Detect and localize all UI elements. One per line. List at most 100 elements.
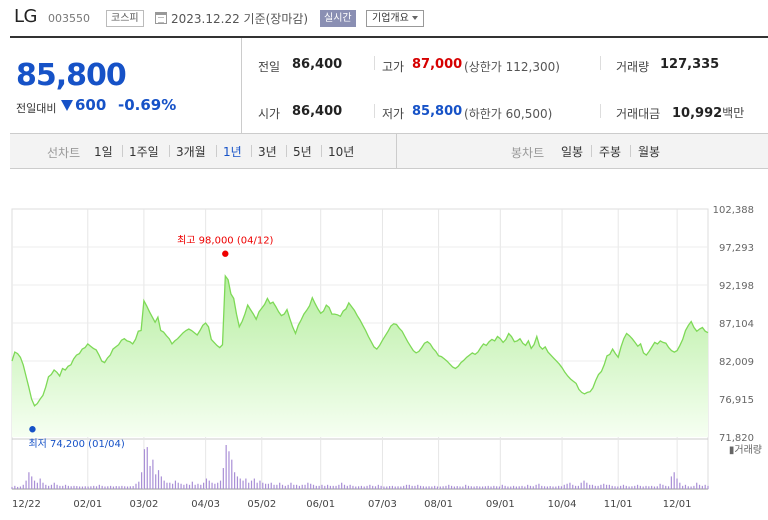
volume-bar <box>265 483 267 489</box>
volume-bar <box>107 486 109 489</box>
tab-5y[interactable]: 5년 <box>293 145 312 159</box>
volume-bar <box>174 480 177 489</box>
volume-bar <box>87 486 89 489</box>
volume-bar <box>541 485 543 489</box>
volume-bar <box>445 485 447 489</box>
volume-bar <box>696 482 698 489</box>
volume-bar <box>521 485 523 489</box>
y-tick-label: 82,009 <box>719 357 754 368</box>
volume-bar <box>248 482 250 489</box>
volume-bar <box>687 486 689 489</box>
volume-bar <box>250 480 253 489</box>
chevron-down-icon <box>411 16 418 20</box>
volume-bar <box>225 445 227 489</box>
volume-bar <box>442 486 444 489</box>
tab-monthly[interactable]: 월봉 <box>638 145 661 159</box>
x-tick-label: 07/03 <box>368 499 397 510</box>
volume-bar <box>667 486 670 489</box>
prev-close-value: 86,400 <box>292 57 343 72</box>
volume-bar <box>50 484 53 489</box>
volume-bar <box>617 486 619 489</box>
open-label: 시가 <box>258 107 281 121</box>
volume-bar <box>653 486 656 489</box>
volume-bar <box>17 486 19 489</box>
volume-bar <box>349 484 351 489</box>
volume-bar <box>673 472 675 489</box>
volume-bar <box>515 486 517 489</box>
volume-bar <box>211 482 213 489</box>
volume-bar <box>380 485 382 489</box>
volume-bar <box>31 476 33 489</box>
tab-3m[interactable]: 3개월 <box>176 145 206 159</box>
volume-bar <box>287 484 289 489</box>
volume-bar <box>639 485 641 489</box>
realtime-badge[interactable]: 실시간 <box>320 10 356 27</box>
volume-bar <box>431 486 433 489</box>
volume-bar <box>290 482 292 489</box>
max-dot <box>222 250 229 257</box>
x-tick-label: 04/03 <box>191 499 220 510</box>
volume-bar <box>76 486 78 489</box>
tab-weekly[interactable]: 주봉 <box>599 145 622 159</box>
volume-bar <box>67 485 69 489</box>
volume-bar <box>532 486 534 489</box>
tab-daily[interactable]: 일봉 <box>561 145 584 159</box>
volume-bar <box>408 484 410 489</box>
volume-bars: ▮거래량 <box>11 444 762 489</box>
volume-bar <box>321 484 323 489</box>
volume-bar <box>645 485 647 489</box>
volume-bar <box>56 484 58 489</box>
volume-bar <box>110 485 112 489</box>
x-tick-label: 09/01 <box>486 499 515 510</box>
volume-bar <box>141 472 143 489</box>
tab-3y[interactable]: 3년 <box>258 145 277 159</box>
volume-bar <box>560 486 563 489</box>
volume-bar <box>155 474 157 489</box>
volume-bar <box>194 484 196 489</box>
volume-bar <box>219 480 222 489</box>
volume-bar <box>200 484 202 489</box>
volume-bar <box>152 459 154 489</box>
x-tick-label: 06/01 <box>306 499 335 510</box>
tab-10y[interactable]: 10년 <box>328 145 355 159</box>
x-tick-label: 08/01 <box>424 499 453 510</box>
volume-bar <box>566 483 568 489</box>
volume-bar <box>19 486 22 489</box>
volume-bar <box>498 486 501 489</box>
tab-1y[interactable]: 1년 <box>223 145 242 159</box>
max-label: 최고 98,000 (04/12) <box>177 235 273 247</box>
volume-bar <box>186 483 188 489</box>
volume-bar <box>242 480 244 489</box>
volume-bar <box>284 485 286 489</box>
volume-bar <box>318 485 320 489</box>
volume-bar <box>335 485 337 489</box>
volume-bar <box>698 484 701 489</box>
volume-bar <box>512 485 515 489</box>
volume-bar <box>93 485 95 489</box>
company-info-button[interactable]: 기업개요 <box>366 10 424 27</box>
candle-chart-title: 봉차트 <box>511 146 545 160</box>
tab-1d[interactable]: 1일 <box>94 145 113 159</box>
volume-bar <box>172 483 174 489</box>
tab-1w[interactable]: 1주일 <box>129 145 159 159</box>
volume-bar <box>690 486 692 489</box>
x-tick-label: 03/02 <box>129 499 158 510</box>
prev-close-label: 전일 <box>258 60 281 74</box>
volume-bar <box>138 481 140 489</box>
volume-bar <box>400 486 402 489</box>
volume-bar <box>676 478 678 489</box>
volume-bar <box>510 486 512 489</box>
volume-bar <box>422 486 425 489</box>
volume-bar <box>28 472 30 489</box>
volume-bar <box>149 465 151 489</box>
volume-bar <box>42 482 44 489</box>
price-summary: 85,800 전일대비 600 -0.69% <box>10 38 242 134</box>
volume-bar <box>614 486 616 489</box>
volume-bar <box>501 484 503 489</box>
diff-label: 전일대비 <box>16 102 57 115</box>
stock-name: LG <box>14 6 37 27</box>
volume-bar <box>253 478 255 489</box>
price-chart[interactable]: 102,388 97,293 92,198 87,104 82,009 76,915 71,… <box>0 195 768 513</box>
volume-bar <box>659 483 661 489</box>
volume-bar <box>665 485 667 489</box>
